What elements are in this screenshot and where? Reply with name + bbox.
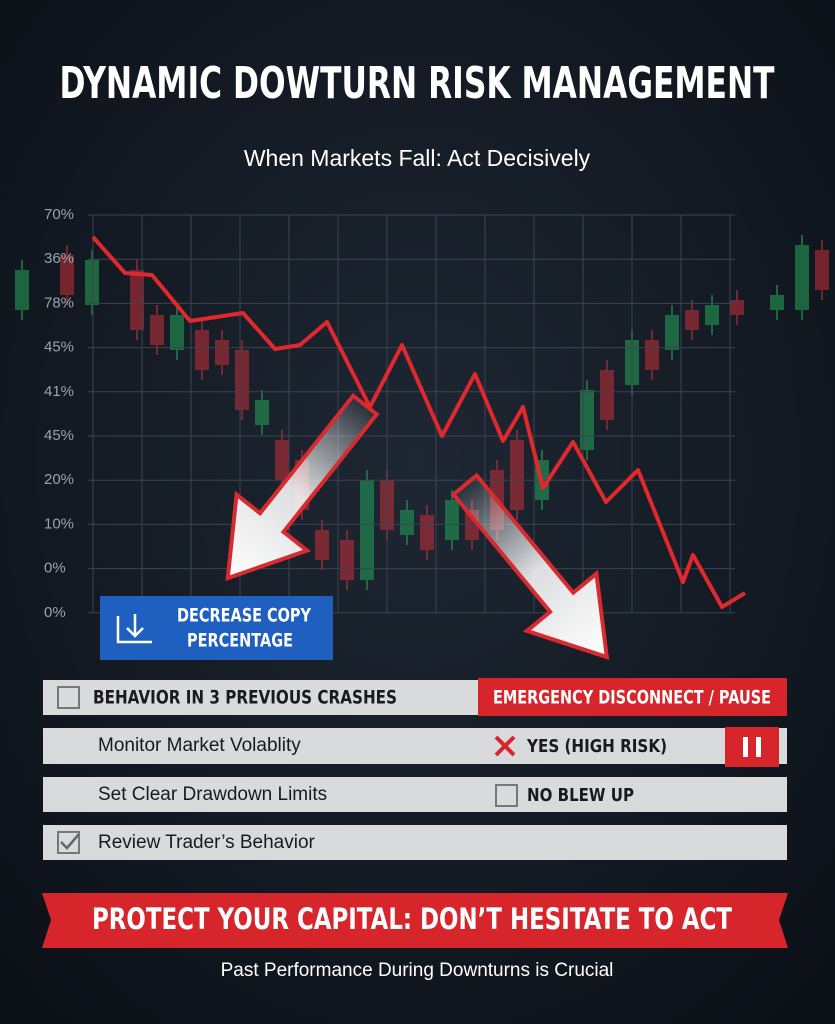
title: DYNAMIC DOWTURN RISK MANAGEMENT [60, 58, 775, 109]
checkbox-checked[interactable] [57, 831, 80, 854]
row-value: YES (HIGH RISK) [526, 736, 667, 757]
candle [150, 315, 164, 345]
y-label: 36% [44, 250, 74, 267]
y-label: 45% [44, 339, 74, 356]
candle [645, 340, 659, 370]
candle [360, 480, 374, 580]
row [43, 728, 787, 764]
footer: Past Performance During Downturns is Cru… [221, 960, 614, 981]
row-label: Monitor Market Volablity [98, 735, 301, 756]
candle [400, 510, 414, 535]
y-label: 70% [44, 206, 74, 223]
candle [795, 245, 809, 310]
candle [445, 500, 459, 540]
candle [340, 540, 354, 580]
checklist: BEHAVIOR IN 3 PREVIOUS CRASHES EMERGENCY… [43, 678, 787, 860]
button-label: DECREASE COPY [177, 605, 311, 627]
candle [510, 440, 524, 510]
checkbox[interactable] [495, 784, 518, 807]
row [43, 777, 787, 812]
x-icon [494, 735, 516, 757]
row [43, 680, 479, 715]
emergency-button[interactable] [478, 678, 787, 716]
candle [580, 390, 594, 450]
arrow [450, 472, 610, 660]
y-label: 10% [44, 515, 74, 532]
grid [88, 214, 735, 614]
y-label: 41% [44, 383, 74, 400]
y-label: 20% [44, 471, 74, 488]
row-label: Review Trader’s Behavior [98, 832, 316, 853]
candle [815, 250, 829, 290]
subtitle: When Markets Fall: Act Decisively [244, 145, 591, 171]
candle [215, 340, 229, 365]
y-label: 0% [44, 604, 66, 621]
button-label: PERCENTAGE [187, 630, 293, 652]
candle [15, 270, 29, 310]
candle [235, 350, 249, 410]
checkbox[interactable] [57, 686, 80, 709]
decrease-button[interactable]: DECREASE COPY PERCENTAGE [100, 596, 333, 660]
pause-button[interactable] [725, 727, 779, 767]
candle [60, 255, 74, 295]
arrow [225, 392, 380, 582]
candle [130, 270, 144, 330]
candle [170, 315, 184, 350]
emergency-label: EMERGENCY DISCONNECT / PAUSE [493, 687, 771, 709]
y-label: 45% [44, 427, 74, 444]
row [43, 825, 787, 860]
candle [420, 515, 434, 550]
row-value: NO BLEW UP [527, 785, 634, 806]
banner: PROTECT YOUR CAPITAL: DON’T HESITATE TO … [42, 893, 788, 948]
candle [705, 305, 719, 325]
candle [665, 315, 679, 350]
candle [770, 295, 784, 310]
y-label: 0% [44, 560, 66, 577]
candle [85, 260, 99, 305]
price-line [91, 235, 747, 609]
banner-text: PROTECT YOUR CAPITAL: DON’T HESITATE TO … [92, 902, 732, 936]
candle [255, 400, 269, 425]
candle [275, 440, 289, 480]
candle [685, 310, 699, 330]
candle [315, 530, 329, 560]
row-label: BEHAVIOR IN 3 PREVIOUS CRASHES [93, 687, 397, 709]
row-label: Set Clear Drawdown Limits [98, 784, 327, 805]
candle [600, 370, 614, 420]
candle [195, 330, 209, 370]
y-label: 78% [44, 294, 74, 311]
candle [730, 300, 744, 315]
